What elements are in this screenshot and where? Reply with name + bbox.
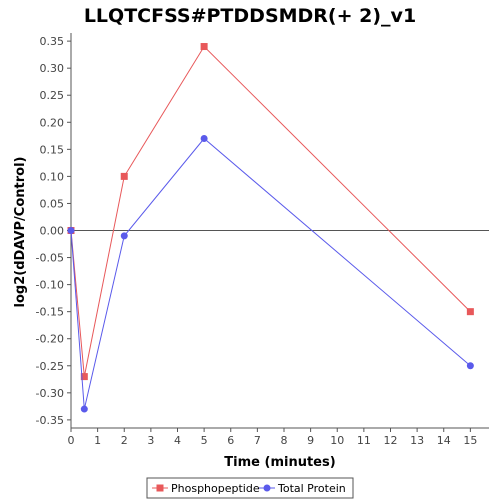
data-point [67, 227, 75, 234]
legend-box [146, 477, 354, 499]
x-tick-label: 4 [174, 434, 181, 447]
legend-label: Total Protein [277, 482, 346, 495]
y-tick-label: -0.15 [36, 306, 64, 319]
y-tick-label: 0.05 [40, 197, 65, 210]
x-axis-label: Time (minutes) [224, 455, 335, 470]
x-tick-label: 10 [330, 434, 344, 447]
y-tick-label: -0.05 [36, 252, 64, 265]
x-tick-label: 15 [463, 434, 477, 447]
y-tick-label: -0.20 [36, 333, 64, 346]
data-point [466, 362, 474, 370]
legend-marker [156, 484, 164, 492]
data-point [80, 373, 88, 381]
y-tick-label: 0.00 [40, 225, 65, 238]
legend-marker [263, 484, 271, 492]
x-tick-label: 2 [121, 434, 128, 447]
y-tick-label: 0.35 [40, 35, 65, 48]
legend: Phosphopeptide Total Protein [146, 477, 354, 499]
y-tick-label: 0.15 [40, 143, 65, 156]
x-tick-label: 3 [147, 434, 154, 447]
data-point [200, 43, 208, 51]
data-point [80, 405, 88, 413]
x-tick-label: 6 [227, 434, 234, 447]
y-tick-label: -0.10 [36, 279, 64, 292]
series-line-2 [70, 137, 471, 410]
x-tick-label: 11 [357, 434, 371, 447]
x-tick-label: 7 [254, 434, 261, 447]
series-line-1 [70, 45, 471, 377]
x-tick-label: 8 [280, 434, 287, 447]
y-tick-label: 0.25 [40, 89, 65, 102]
x-tick-label: 14 [437, 434, 451, 447]
data-point [200, 135, 208, 143]
y-tick-label: 0.30 [40, 62, 65, 75]
y-tick-label: 0.10 [40, 170, 65, 183]
y-tick-label: -0.25 [36, 360, 64, 373]
x-tick-label: 5 [201, 434, 208, 447]
x-tick-label: 12 [383, 434, 397, 447]
data-point [120, 232, 128, 240]
x-tick-label: 13 [410, 434, 424, 447]
y-tick-label: -0.30 [36, 387, 64, 400]
x-tick-label: 1 [94, 434, 101, 447]
plot-area: -0.35 -0.30 -0.25 -0.20 -0.15 -0.10 -0.05 0.00 0… [36, 33, 489, 447]
x-tick-label: 0 [68, 434, 75, 447]
legend-label: Phosphopeptide [171, 482, 260, 495]
data-point [466, 308, 474, 316]
y-tick-label: 0.20 [40, 116, 65, 129]
data-point [120, 172, 128, 180]
x-tick-label: 9 [307, 434, 314, 447]
y-tick-label: -0.35 [36, 414, 64, 427]
y-axis-label: log2(dDAVP/Control) [13, 157, 28, 308]
chart-title: LLQTCFSS#PTDDSMDR(+ 2)_v1 [84, 5, 416, 27]
